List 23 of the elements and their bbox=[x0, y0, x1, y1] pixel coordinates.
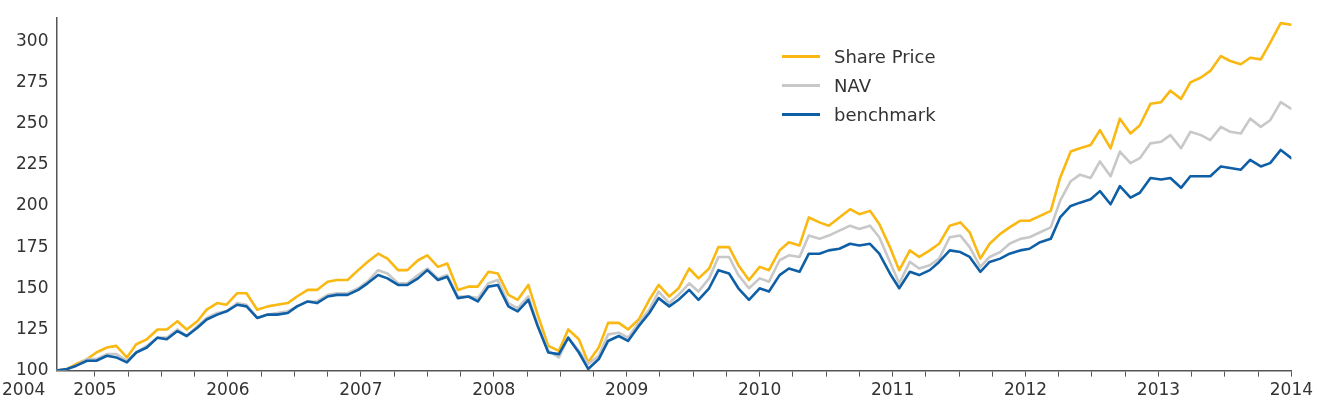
y-tick-label: 100 bbox=[15, 359, 49, 380]
y-tick-label: 175 bbox=[15, 235, 49, 256]
y-tick-label: 250 bbox=[15, 112, 49, 133]
y-tick-label: 125 bbox=[15, 317, 49, 338]
legend-label: NAV bbox=[834, 75, 871, 96]
x-tick-label: 2013 bbox=[1136, 379, 1181, 400]
y-tick-label: 150 bbox=[15, 276, 49, 297]
x-tick-label: 2011 bbox=[870, 379, 915, 400]
y-tick-label: 300 bbox=[15, 29, 49, 50]
x-tick-label: 2010 bbox=[738, 379, 782, 400]
text: 2004 bbox=[2, 379, 46, 399]
x-tick-label: 2009 bbox=[605, 379, 649, 400]
legend-label: benchmark bbox=[834, 104, 936, 125]
y-tick-label: 200 bbox=[15, 194, 49, 215]
y-tick-label: 275 bbox=[15, 70, 49, 91]
x-tick-label: 2014 bbox=[1269, 379, 1313, 400]
legend-label: Share Price bbox=[834, 46, 936, 67]
x-tick-label: 2006 bbox=[206, 379, 250, 400]
y-tick-label: 225 bbox=[15, 153, 49, 174]
x-tick-label: 2008 bbox=[472, 379, 516, 400]
x-tick-label: 2007 bbox=[339, 379, 383, 400]
x-tick-label: 2012 bbox=[1003, 379, 1048, 400]
x-tick-label: 2005 bbox=[73, 379, 117, 400]
